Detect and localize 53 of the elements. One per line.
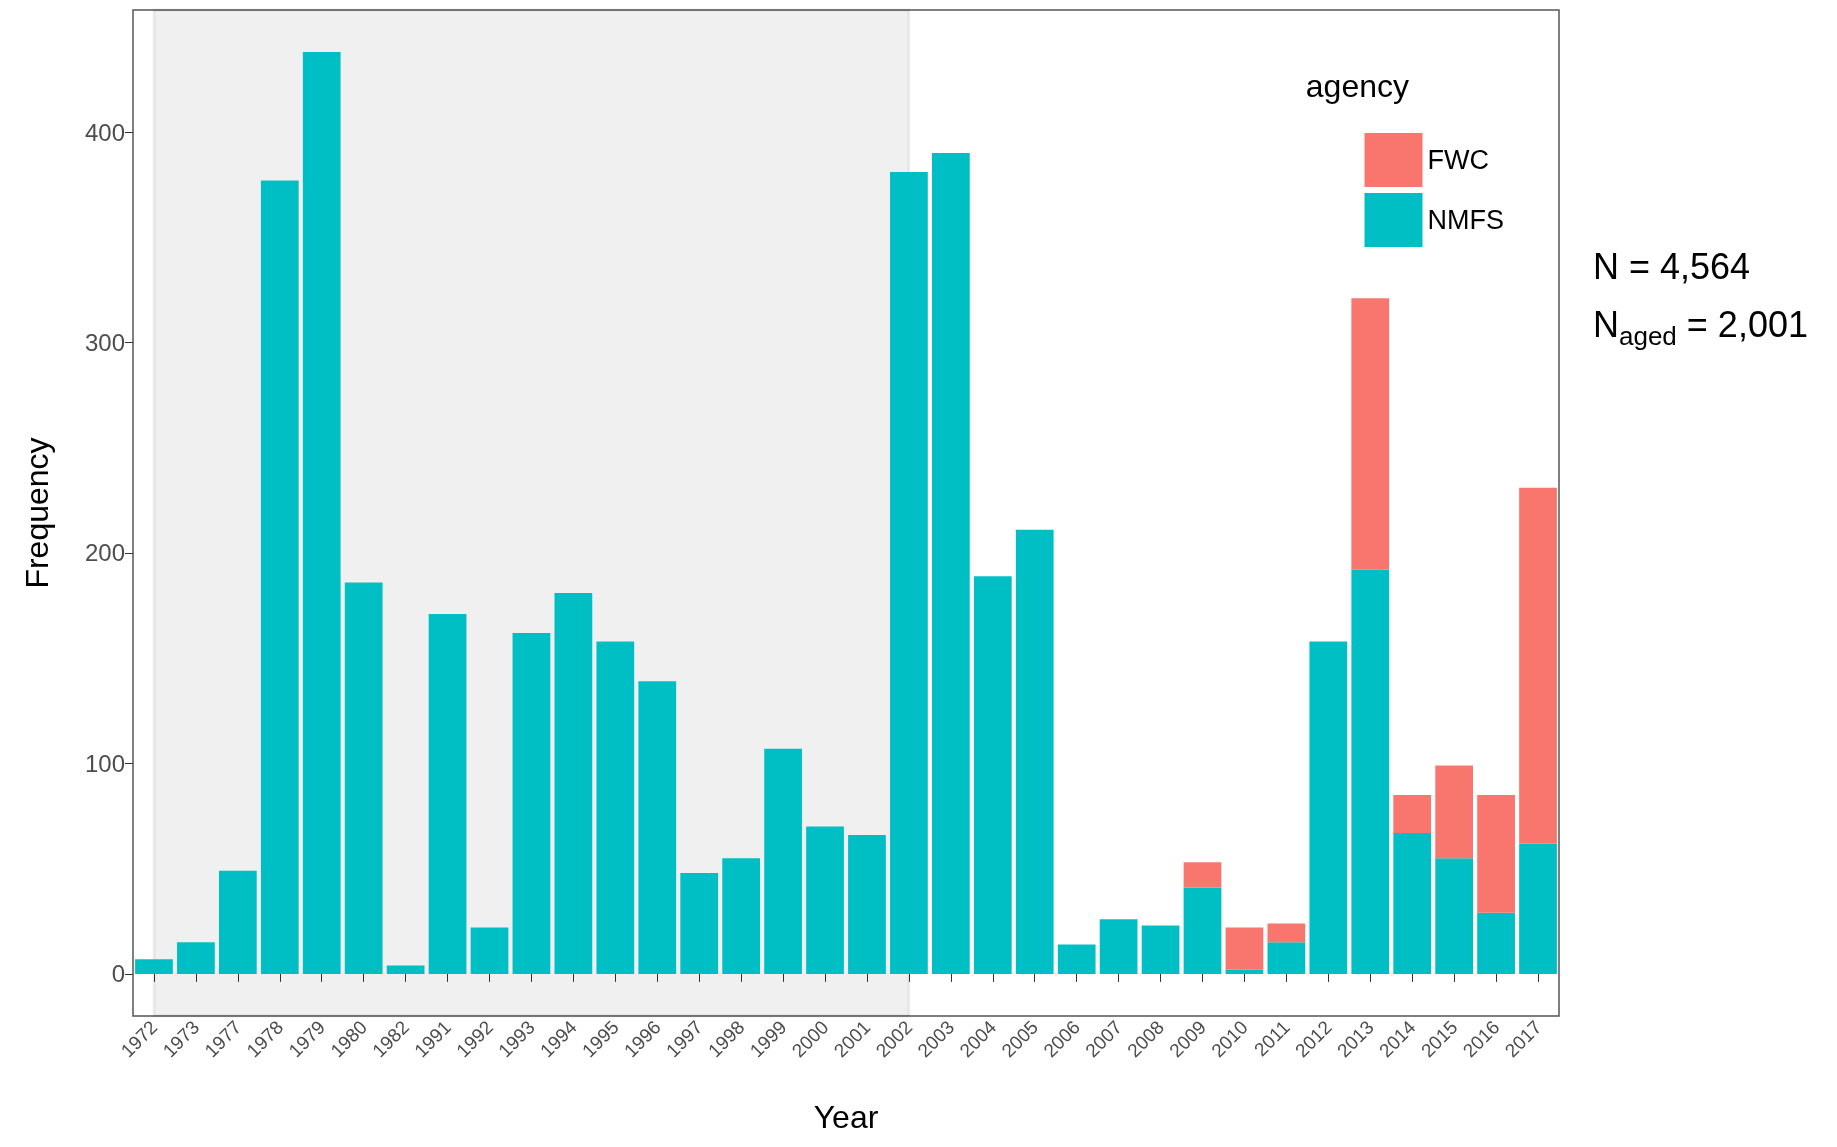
y-tick-label: 200 bbox=[84, 539, 125, 567]
bar bbox=[1477, 912, 1515, 974]
y-tick-label: 400 bbox=[84, 118, 125, 146]
bar bbox=[1435, 765, 1474, 859]
bar bbox=[1267, 923, 1306, 943]
bar bbox=[806, 826, 844, 974]
bar bbox=[1435, 858, 1474, 974]
bar bbox=[1183, 862, 1222, 888]
legend-label: FWC bbox=[1427, 145, 1489, 175]
bar bbox=[931, 153, 970, 974]
bar bbox=[1183, 887, 1222, 974]
bar bbox=[1099, 919, 1138, 974]
bar bbox=[1351, 298, 1390, 570]
bar bbox=[596, 641, 635, 974]
bar bbox=[135, 959, 173, 974]
bar bbox=[512, 632, 551, 974]
legend-label: NMFS bbox=[1427, 205, 1505, 235]
bar bbox=[554, 592, 593, 974]
bar bbox=[1393, 832, 1432, 974]
y-axis-title: Frequency bbox=[19, 437, 55, 589]
bar bbox=[302, 52, 341, 974]
bar bbox=[1015, 529, 1054, 974]
bar bbox=[1519, 487, 1557, 844]
bar bbox=[722, 858, 761, 974]
bar bbox=[344, 582, 383, 974]
bar bbox=[1225, 969, 1264, 974]
bar bbox=[764, 748, 802, 974]
bar bbox=[1477, 795, 1515, 913]
bar bbox=[1267, 942, 1306, 974]
bar bbox=[1057, 944, 1096, 974]
y-tick-label: 300 bbox=[84, 329, 125, 357]
y-tick-label: 0 bbox=[111, 960, 125, 988]
bar bbox=[177, 942, 215, 974]
bar bbox=[973, 576, 1012, 974]
bar bbox=[1351, 569, 1390, 974]
text: N = 4,564 bbox=[1593, 245, 1751, 287]
bar bbox=[470, 927, 509, 974]
bar bbox=[848, 835, 886, 974]
bar bbox=[1309, 641, 1348, 974]
bar bbox=[680, 872, 719, 974]
bar bbox=[386, 965, 425, 974]
bar bbox=[218, 870, 257, 974]
bar bbox=[1141, 925, 1180, 974]
bar bbox=[638, 681, 677, 974]
y-tick-label: 100 bbox=[84, 749, 125, 777]
bar bbox=[1225, 927, 1264, 970]
x-axis-title: Year bbox=[813, 1099, 879, 1135]
bar bbox=[260, 180, 299, 974]
bar bbox=[428, 614, 467, 974]
bar bbox=[1393, 795, 1432, 833]
bar bbox=[890, 172, 928, 974]
bar bbox=[1519, 843, 1557, 974]
legend-title: agency bbox=[1305, 68, 1409, 104]
